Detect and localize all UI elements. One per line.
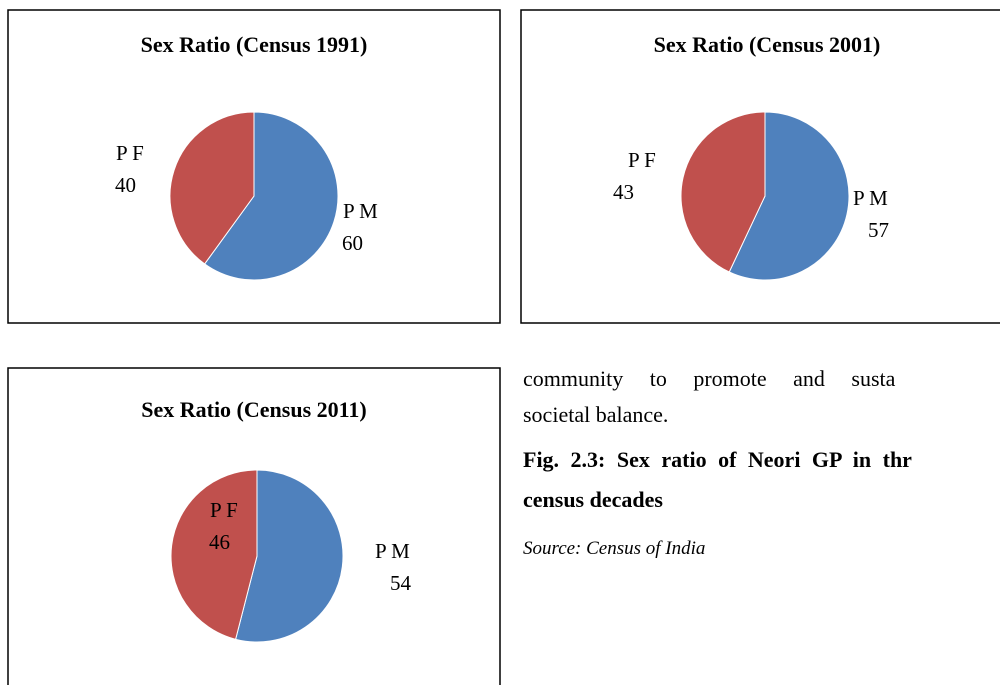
slice-label: P F bbox=[116, 141, 144, 165]
slice-value: 43 bbox=[613, 180, 634, 204]
slice-value: 46 bbox=[209, 530, 230, 554]
slice-value: 40 bbox=[115, 173, 136, 197]
paragraph-line: societal balance. bbox=[523, 402, 669, 427]
chart-title: Sex Ratio (Census 1991) bbox=[141, 32, 368, 57]
pie-slice bbox=[170, 469, 258, 640]
slice-label: P M bbox=[375, 539, 410, 563]
caption-line: Fig. 2.3: Sex ratio of Neori GP in thr bbox=[523, 447, 912, 472]
pie-slice bbox=[169, 111, 255, 265]
pie-slice bbox=[728, 111, 850, 281]
slice-value: 57 bbox=[868, 218, 889, 242]
caption-line: census decades bbox=[523, 487, 663, 512]
source: Source: Census of India bbox=[523, 538, 706, 559]
slice-label: P M bbox=[853, 186, 888, 210]
pie-slice bbox=[203, 111, 339, 281]
paragraph-line: community to promote and susta bbox=[523, 366, 896, 391]
pie-slice bbox=[235, 469, 344, 643]
pie-slice bbox=[680, 111, 766, 273]
slice-value: 60 bbox=[342, 231, 363, 255]
chart-title: Sex Ratio (Census 2011) bbox=[141, 397, 367, 422]
slice-label: P F bbox=[628, 148, 656, 172]
chart-title: Sex Ratio (Census 2001) bbox=[654, 32, 881, 57]
slice-label: P F bbox=[210, 498, 238, 522]
slice-value: 54 bbox=[390, 571, 412, 595]
slice-label: P M bbox=[343, 199, 378, 223]
